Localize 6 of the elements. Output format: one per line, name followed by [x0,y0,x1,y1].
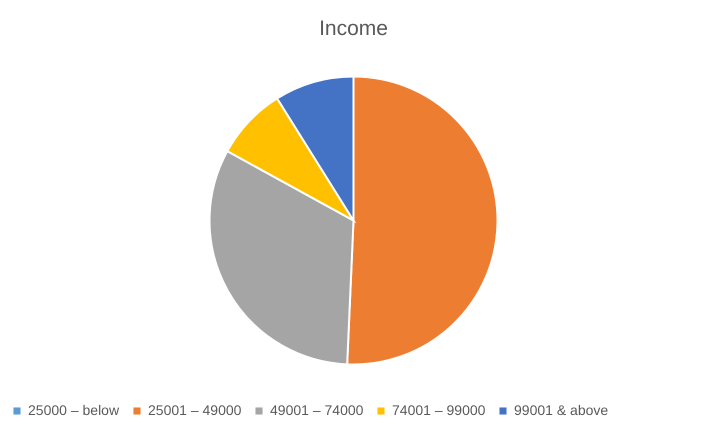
legend-label: 25001 – 49000 [148,402,242,418]
legend-label: 25000 – below [28,402,120,418]
legend-label: 49001 – 74000 [270,402,364,418]
legend-label: 99001 & above [514,402,608,418]
legend-label: 74001 – 99000 [392,402,486,418]
chart-title: Income [319,17,388,40]
